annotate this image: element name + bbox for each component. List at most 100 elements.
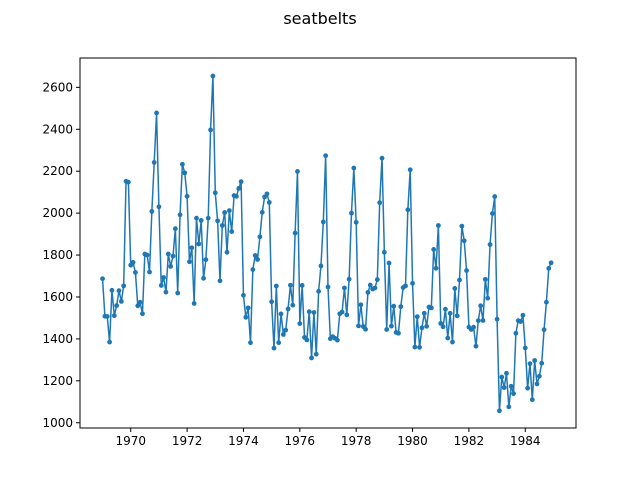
data-point — [273, 283, 279, 289]
data-point — [325, 284, 331, 290]
data-point — [367, 282, 373, 288]
data-points — [100, 73, 554, 414]
data-point — [170, 253, 176, 259]
data-point — [349, 210, 354, 216]
data-point — [506, 404, 512, 410]
data-point — [255, 257, 260, 262]
data-point — [447, 310, 453, 316]
data-point — [339, 309, 345, 315]
data-point — [241, 292, 246, 298]
data-point — [518, 319, 523, 324]
data-point — [295, 169, 300, 174]
data-point — [226, 208, 232, 214]
data-point — [187, 259, 192, 265]
data-point — [389, 323, 394, 329]
data-point — [116, 288, 122, 294]
data-point — [154, 110, 159, 116]
data-point — [534, 381, 540, 387]
data-point — [299, 283, 305, 288]
data-point — [407, 167, 413, 173]
data-point — [196, 241, 202, 247]
y-tick-label: 1200 — [42, 374, 73, 388]
data-point — [111, 313, 117, 319]
x-tick-label: 1982 — [454, 434, 485, 448]
data-point — [428, 305, 434, 311]
data-point — [548, 260, 554, 266]
data-point — [391, 303, 397, 309]
data-point — [414, 314, 420, 320]
data-point — [121, 283, 127, 289]
data-point — [133, 270, 138, 275]
data-point — [454, 313, 460, 319]
data-point — [184, 193, 190, 199]
data-point — [539, 360, 545, 366]
data-point — [363, 326, 368, 332]
data-point — [147, 269, 152, 275]
data-point — [504, 370, 509, 376]
x-tick-label: 1978 — [341, 434, 372, 448]
data-point — [135, 303, 141, 309]
data-point — [107, 339, 112, 345]
data-point — [501, 385, 507, 390]
data-point — [372, 285, 378, 291]
data-point — [381, 249, 387, 255]
data-point — [405, 207, 411, 213]
x-tick-label: 1976 — [285, 434, 316, 448]
data-point — [443, 306, 448, 312]
data-point — [356, 323, 361, 329]
y-tick-label: 2200 — [42, 164, 73, 178]
data-point — [365, 289, 371, 295]
data-point — [130, 259, 136, 265]
data-point — [140, 311, 145, 317]
data-point — [478, 303, 484, 309]
data-point — [316, 288, 322, 294]
y-tick-label: 1600 — [42, 290, 73, 304]
data-point — [236, 185, 242, 191]
data-point — [306, 309, 312, 315]
x-tick-label: 1984 — [510, 434, 541, 448]
data-point — [419, 325, 425, 331]
data-point — [396, 330, 401, 336]
data-point — [318, 263, 324, 269]
data-point — [344, 312, 350, 318]
data-point — [323, 153, 329, 159]
y-tick-label: 2400 — [42, 122, 73, 136]
data-point — [494, 316, 500, 322]
axis-ticks: 1970 1972 1974 1976 1978 1980 1982 1984 1000 1200… — [42, 80, 540, 448]
data-point — [440, 324, 446, 330]
data-point — [485, 295, 491, 301]
data-point — [513, 330, 519, 336]
data-point — [250, 267, 256, 272]
data-point — [191, 301, 197, 306]
data-point — [511, 391, 516, 397]
data-point — [450, 339, 455, 345]
data-point — [320, 219, 326, 225]
data-point — [374, 277, 380, 282]
data-point — [452, 285, 458, 291]
data-point — [386, 260, 392, 266]
data-point — [421, 310, 427, 316]
data-point — [377, 200, 383, 206]
data-point — [222, 210, 228, 215]
data-point — [288, 282, 293, 288]
data-point — [175, 290, 181, 296]
data-point — [266, 200, 272, 205]
data-point — [269, 299, 275, 305]
data-point — [438, 320, 444, 326]
data-point — [219, 223, 225, 228]
data-point — [198, 218, 204, 223]
data-point — [125, 179, 131, 185]
data-point — [276, 340, 282, 346]
data-point — [464, 268, 469, 273]
data-point — [480, 318, 486, 323]
data-point — [189, 245, 195, 251]
data-point — [114, 303, 120, 308]
data-point — [156, 204, 162, 210]
data-point — [431, 246, 437, 252]
data-point — [215, 218, 221, 224]
data-point — [497, 408, 502, 414]
data-point — [313, 351, 319, 357]
x-tick-label: 1974 — [228, 434, 259, 448]
data-point — [205, 215, 211, 221]
